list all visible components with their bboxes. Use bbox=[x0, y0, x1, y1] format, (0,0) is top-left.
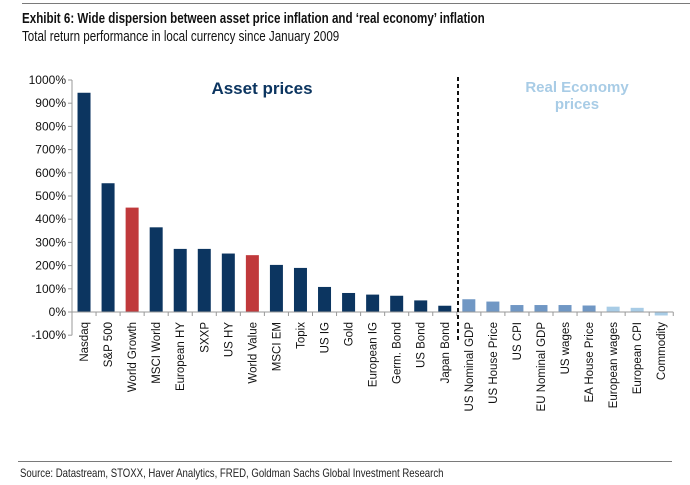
bar-sxxp bbox=[197, 248, 211, 312]
bar-gold bbox=[342, 292, 356, 312]
bar-eu-nominal-gdp bbox=[534, 305, 548, 312]
y-tick-label: 500% bbox=[35, 189, 66, 203]
bar-chart: -100% 0% 100% 200% 300% 400% 500% 600% 700% 800% 9… bbox=[29, 73, 674, 412]
chart-subtitle: Total return performance in local curren… bbox=[22, 29, 340, 45]
x-tick-label: US Nominal GDP bbox=[464, 322, 476, 412]
y-tick-label: 300% bbox=[35, 235, 66, 249]
x-tick-label: MSCI World bbox=[151, 322, 163, 384]
x-tick-label: Japan Bond bbox=[440, 322, 452, 383]
source-note: Source: Datastream, STOXX, Haver Analyti… bbox=[20, 466, 444, 480]
y-tick-label: 900% bbox=[35, 96, 66, 110]
top-rule bbox=[22, 3, 690, 4]
bar-european-cpi bbox=[630, 307, 644, 312]
x-tick-label: US House Price bbox=[488, 322, 500, 404]
bar-us-cpi bbox=[510, 305, 524, 312]
bar-japan-bond bbox=[438, 305, 452, 312]
x-tick-label: EU Nominal GDP bbox=[536, 322, 548, 412]
bars bbox=[77, 92, 668, 316]
bar-s-p-500 bbox=[101, 183, 115, 312]
y-tick-label: 100% bbox=[35, 282, 66, 296]
x-axis: Nasdaq S&P 500 World Growth MSCI World Europ… bbox=[72, 311, 674, 412]
real-economy-label-line1: Real Economy bbox=[525, 79, 629, 96]
y-tick-label: 400% bbox=[35, 212, 66, 226]
bar-ea-house-price bbox=[582, 305, 596, 312]
bar-european-ig bbox=[366, 294, 380, 312]
y-axis: -100% 0% 100% 200% 300% 400% 500% 600% 700% 800% 9… bbox=[29, 73, 73, 342]
real-economy-label-line2: prices bbox=[555, 96, 599, 113]
bar-us-bond bbox=[414, 300, 428, 312]
x-tick-label: European wages bbox=[608, 322, 620, 409]
x-tick-label: US HY bbox=[223, 322, 235, 357]
x-tick-label: Topix bbox=[295, 322, 307, 349]
x-tick-label: World Growth bbox=[127, 322, 139, 392]
bar-us-hy bbox=[221, 253, 235, 312]
x-tick-label: Nasdaq bbox=[79, 322, 91, 362]
bar-commodity bbox=[654, 312, 668, 316]
bar-msci-world bbox=[149, 227, 163, 312]
bottom-rule bbox=[18, 461, 672, 462]
bar-topix bbox=[293, 267, 307, 312]
bar-nasdaq bbox=[77, 92, 91, 312]
y-tick-label: 800% bbox=[35, 119, 66, 133]
bar-us-house-price bbox=[486, 301, 500, 312]
chart-title: Exhibit 6: Wide dispersion between asset… bbox=[22, 11, 485, 27]
asset-prices-label: Asset prices bbox=[211, 79, 312, 98]
bar-european-wages bbox=[606, 306, 620, 312]
x-tick-label: S&P 500 bbox=[103, 322, 115, 367]
x-tick-label: US wages bbox=[560, 322, 572, 375]
bar-us-nominal-gdp bbox=[462, 299, 476, 312]
x-tick-label: US IG bbox=[320, 322, 332, 353]
x-tick-label: US Bond bbox=[416, 322, 428, 368]
x-tick-label: SXXP bbox=[199, 322, 211, 353]
bar-us-ig bbox=[318, 286, 332, 312]
x-tick-label: Gold bbox=[344, 322, 356, 346]
y-tick-label: 600% bbox=[35, 166, 66, 180]
x-tick-label: World Value bbox=[247, 322, 259, 384]
y-tick-label: 700% bbox=[35, 143, 66, 157]
y-tick-label: 200% bbox=[35, 259, 66, 273]
x-tick-label: US CPI bbox=[512, 322, 524, 360]
bar-germ-bond bbox=[390, 295, 404, 312]
y-tick-label: -100% bbox=[31, 328, 66, 342]
bar-world-value bbox=[245, 255, 259, 312]
x-tick-label: Commodity bbox=[656, 322, 668, 380]
x-tick-label: European IG bbox=[368, 322, 380, 387]
x-tick-label: EA House Price bbox=[584, 322, 596, 403]
bar-msci-em bbox=[269, 264, 283, 312]
y-tick-label: 1000% bbox=[29, 73, 67, 87]
bar-us-wages bbox=[558, 305, 572, 312]
x-tick-label: MSCI EM bbox=[271, 322, 283, 371]
x-tick-label: European HY bbox=[175, 322, 187, 391]
y-tick-label: 0% bbox=[49, 305, 67, 319]
bar-european-hy bbox=[173, 248, 187, 312]
bar-world-growth bbox=[125, 207, 139, 312]
x-tick-label: Germ. Bond bbox=[392, 322, 404, 384]
x-tick-label: European CPI bbox=[632, 322, 644, 394]
